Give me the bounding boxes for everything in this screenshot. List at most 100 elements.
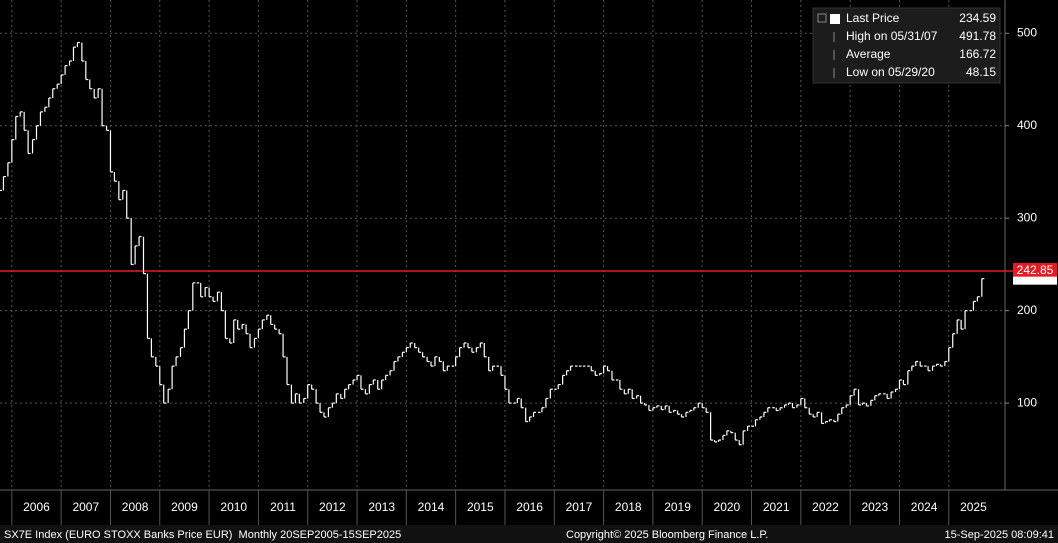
price-bar — [804, 398, 808, 409]
price-bar — [56, 83, 60, 89]
price-bar — [105, 125, 110, 131]
x-tick-label: 2014 — [418, 500, 445, 514]
price-bar — [557, 384, 561, 390]
x-tick-label: 2006 — [23, 500, 50, 514]
price-bar — [812, 414, 816, 418]
price-bar — [639, 395, 644, 404]
price-bar — [159, 366, 163, 386]
price-bar — [911, 365, 915, 371]
price-bar — [952, 333, 956, 348]
price-bar — [890, 391, 894, 399]
price-bar — [479, 342, 483, 348]
price-bar — [163, 384, 167, 404]
price-bar — [101, 88, 105, 127]
x-tick-label: 2017 — [566, 500, 593, 514]
price-bar — [636, 395, 640, 399]
price-bar — [590, 366, 594, 372]
x-tick-label: 2022 — [812, 500, 839, 514]
price-bar — [673, 409, 677, 413]
price-bar — [204, 286, 208, 297]
price-bar — [414, 343, 418, 349]
price-bar — [270, 315, 274, 326]
price-bar — [438, 356, 442, 363]
price-bar — [2, 175, 6, 191]
price-bar — [171, 365, 175, 390]
price-bar — [697, 402, 701, 408]
legend-box — [812, 7, 1001, 84]
price-bar — [286, 356, 290, 386]
price-bar — [146, 273, 150, 339]
price-bar — [44, 106, 48, 112]
y-tick-label: 300 — [1017, 210, 1037, 224]
price-bar — [331, 402, 335, 408]
price-bar — [200, 282, 204, 298]
price-bar — [179, 347, 183, 357]
price-bar — [467, 343, 471, 349]
price-bar — [483, 343, 487, 358]
price-bar — [787, 402, 792, 405]
price-bar — [23, 111, 27, 131]
price-bar — [680, 414, 685, 418]
price-bar — [532, 411, 537, 417]
x-tick-label: 2012 — [319, 500, 346, 514]
price-bar — [319, 403, 323, 413]
price-bar — [109, 130, 113, 173]
legend-value: 48.15 — [966, 65, 996, 79]
price-bar — [311, 384, 315, 390]
x-tick-label: 2010 — [220, 500, 247, 514]
legend-label: Low on 05/29/20 — [846, 65, 935, 79]
price-bar — [216, 291, 220, 302]
price-bar — [212, 296, 216, 302]
price-bar — [820, 412, 825, 425]
price-bar — [545, 397, 549, 408]
price-bar — [857, 389, 862, 406]
legend-label: Average — [846, 47, 891, 61]
x-tick-label: 2024 — [911, 500, 938, 514]
legend-checkbox[interactable] — [817, 13, 827, 23]
price-bar — [307, 384, 311, 399]
price-bar — [52, 88, 56, 98]
price-bar — [282, 333, 286, 358]
price-bar — [155, 356, 159, 367]
price-bar — [303, 397, 307, 404]
price-bar — [849, 395, 853, 405]
price-bar — [693, 407, 697, 411]
price-bar — [870, 399, 874, 406]
price-bar — [397, 356, 401, 362]
price-bar — [759, 416, 763, 420]
price-bar — [471, 347, 475, 353]
price-bar — [229, 338, 233, 344]
price-bar — [939, 364, 943, 367]
price-bar — [19, 111, 23, 117]
price-bar — [734, 432, 738, 441]
price-bar — [631, 389, 635, 400]
price-bar — [208, 287, 212, 298]
price-bar — [791, 403, 795, 409]
price-bar — [919, 361, 923, 367]
price-bar — [183, 328, 187, 348]
price-bar — [775, 407, 779, 412]
price-bar — [520, 398, 524, 409]
price-bar — [274, 324, 278, 330]
price-bar — [245, 324, 249, 335]
price-bar — [841, 407, 845, 415]
price-bar — [405, 347, 409, 353]
price-bar — [837, 413, 841, 422]
price-bar — [898, 379, 902, 390]
price-bar — [237, 319, 241, 330]
price-bar — [93, 88, 97, 99]
price-bar — [944, 360, 948, 367]
price-bar — [602, 365, 607, 374]
price-bar — [39, 111, 43, 126]
reference-label-box — [1013, 263, 1057, 280]
legend-value: 491.78 — [959, 29, 996, 43]
price-bar — [964, 310, 968, 330]
price-bar — [393, 360, 397, 371]
price-bar — [808, 407, 812, 415]
y-tick-label: 100 — [1017, 395, 1037, 409]
price-bar — [113, 171, 117, 182]
price-bar — [372, 379, 376, 385]
price-bar — [89, 79, 93, 90]
price-bar — [377, 379, 381, 390]
